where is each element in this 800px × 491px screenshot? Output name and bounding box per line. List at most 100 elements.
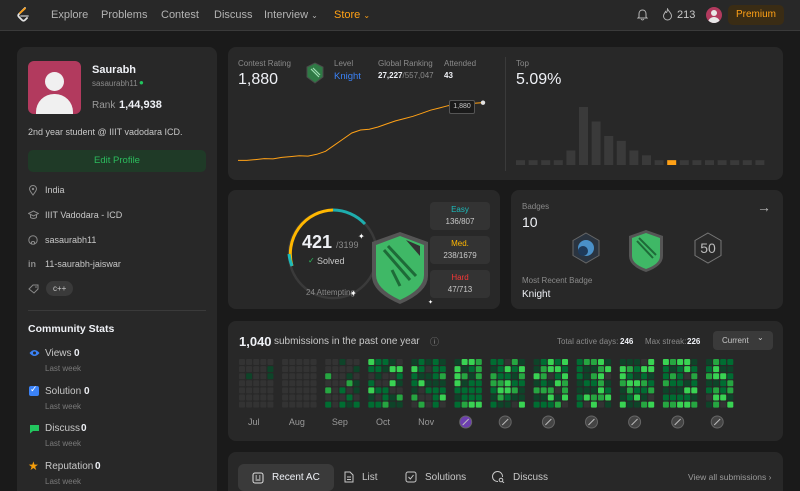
heatmap-cell — [375, 359, 382, 365]
heatmap-cell — [554, 387, 561, 394]
year-select[interactable]: Current ⌄ — [713, 331, 773, 350]
knight-badge-icon[interactable] — [625, 228, 667, 274]
tab-list[interactable]: List — [330, 463, 392, 491]
divider — [505, 57, 506, 171]
streak-badge-icon[interactable]: 50 — [691, 231, 725, 265]
heatmap-cell — [540, 387, 547, 394]
heatmap-cell — [310, 373, 317, 380]
recent-badge-value: Knight — [522, 289, 551, 300]
heatmap-cell — [396, 373, 403, 380]
heatmap-cell — [425, 373, 432, 380]
heatmap-cell — [562, 401, 568, 408]
heatmap-grid[interactable]: Jul Aug Sep Oct Nov — [228, 321, 783, 441]
heatmap-cell — [475, 366, 482, 373]
daily-badge-icon[interactable] — [569, 231, 603, 265]
github-link[interactable]: sasaurabh11 — [45, 235, 97, 245]
nav-store-label: Store — [334, 9, 361, 21]
location-text: India — [45, 185, 65, 195]
heatmap-cell — [353, 387, 360, 394]
heatmap-cell — [282, 387, 289, 394]
heatmap-cell — [576, 394, 583, 401]
heatmap-cell — [648, 401, 655, 408]
heatmap-cell — [303, 380, 310, 387]
nav-problems[interactable]: Problems — [101, 9, 148, 21]
rating-line-chart[interactable] — [238, 92, 498, 172]
views-sub: Last week — [45, 364, 82, 373]
nav-contest[interactable]: Contest — [161, 9, 199, 21]
premium-button[interactable]: Premium — [728, 5, 784, 25]
heatmap-cell — [296, 359, 303, 365]
histogram-bar — [742, 160, 752, 165]
month-badge-mark — [713, 418, 721, 426]
heatmap-cell — [684, 380, 691, 387]
histogram-bar — [566, 150, 576, 165]
leetcode-logo-icon[interactable] — [16, 7, 30, 23]
heatmap-cell — [533, 387, 540, 394]
linkedin-link[interactable]: 11-saurabh-jaiswar — [45, 259, 121, 269]
histogram-bar — [755, 160, 765, 165]
tab-discuss[interactable]: Discuss — [478, 463, 562, 491]
nav-discuss[interactable]: Discuss — [214, 9, 253, 21]
heatmap-cell — [706, 366, 712, 373]
heatmap-cell — [706, 401, 712, 408]
heatmap-cell — [684, 359, 691, 365]
heatmap-cell — [282, 373, 289, 380]
community-stats-title: Community Stats — [28, 323, 115, 335]
bell-icon[interactable] — [637, 9, 648, 21]
info-icon[interactable]: ⓘ — [430, 337, 440, 347]
edit-profile-button[interactable]: Edit Profile — [28, 150, 206, 172]
chat-search-icon — [492, 471, 505, 483]
heatmap-cell — [382, 394, 389, 401]
histogram-bar — [541, 160, 551, 165]
heatmap-cell — [389, 394, 396, 401]
hard-pill[interactable]: Hard 47/713 — [430, 270, 490, 298]
heatmap-cell — [239, 387, 245, 394]
heatmap-cell — [368, 359, 375, 365]
medium-value: 238/1679 — [443, 251, 477, 260]
rating-histogram[interactable] — [516, 107, 771, 167]
skill-tag[interactable]: c++ — [46, 281, 74, 296]
avatar-small[interactable] — [706, 7, 722, 23]
view-all-submissions-link[interactable]: View all submissions › — [688, 472, 771, 482]
heatmap-cell — [497, 380, 504, 387]
arrow-right-icon[interactable]: → — [757, 199, 771, 215]
heatmap-cell — [418, 373, 425, 380]
tab-recent-ac[interactable]: Recent AC — [238, 464, 334, 491]
heatmap-cell — [504, 387, 511, 394]
heatmap-cell — [670, 387, 676, 394]
heatmap-cell — [325, 366, 332, 373]
rating-point — [480, 100, 486, 105]
heatmap-cell — [720, 373, 727, 380]
histogram-bar — [516, 160, 525, 165]
heatmap-cell — [720, 359, 727, 365]
heatmap-cell — [641, 366, 648, 373]
heatmap-cell — [641, 373, 648, 380]
histogram-bar — [730, 160, 740, 165]
nav-interview[interactable]: Interview ⌄ — [264, 9, 318, 21]
heatmap-cell — [375, 394, 382, 401]
heatmap-cell — [289, 380, 296, 387]
heatmap-cell — [648, 366, 655, 373]
nav-explore[interactable]: Explore — [51, 9, 89, 21]
heatmap-cell — [691, 366, 698, 373]
medium-pill[interactable]: Med. 238/1679 — [430, 236, 490, 264]
heatmap-cell — [504, 401, 511, 408]
heatmap-cell — [246, 373, 253, 380]
histogram-bar — [604, 136, 614, 165]
heatmap-cell — [332, 380, 339, 387]
heatmap-cell — [339, 359, 346, 365]
heatmap-cell — [504, 359, 511, 365]
histogram-bar — [579, 107, 588, 165]
heatmap-cell — [253, 387, 260, 394]
nav-store[interactable]: Store ⌄ — [334, 9, 370, 21]
heatmap-cell — [468, 366, 475, 373]
tab-solutions[interactable]: Solutions — [391, 463, 480, 491]
solved-count: 421 — [302, 232, 333, 252]
heatmap-cell — [619, 387, 626, 394]
heatmap-cell — [713, 401, 720, 408]
heatmap-cell — [389, 380, 396, 387]
easy-pill[interactable]: Easy 136/807 — [430, 202, 490, 230]
heatmap-cell — [461, 380, 468, 387]
heatmap-cell — [518, 373, 525, 380]
fire-icon[interactable] — [662, 8, 673, 21]
